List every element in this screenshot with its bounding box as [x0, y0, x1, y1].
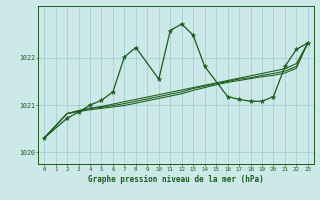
- X-axis label: Graphe pression niveau de la mer (hPa): Graphe pression niveau de la mer (hPa): [88, 175, 264, 184]
